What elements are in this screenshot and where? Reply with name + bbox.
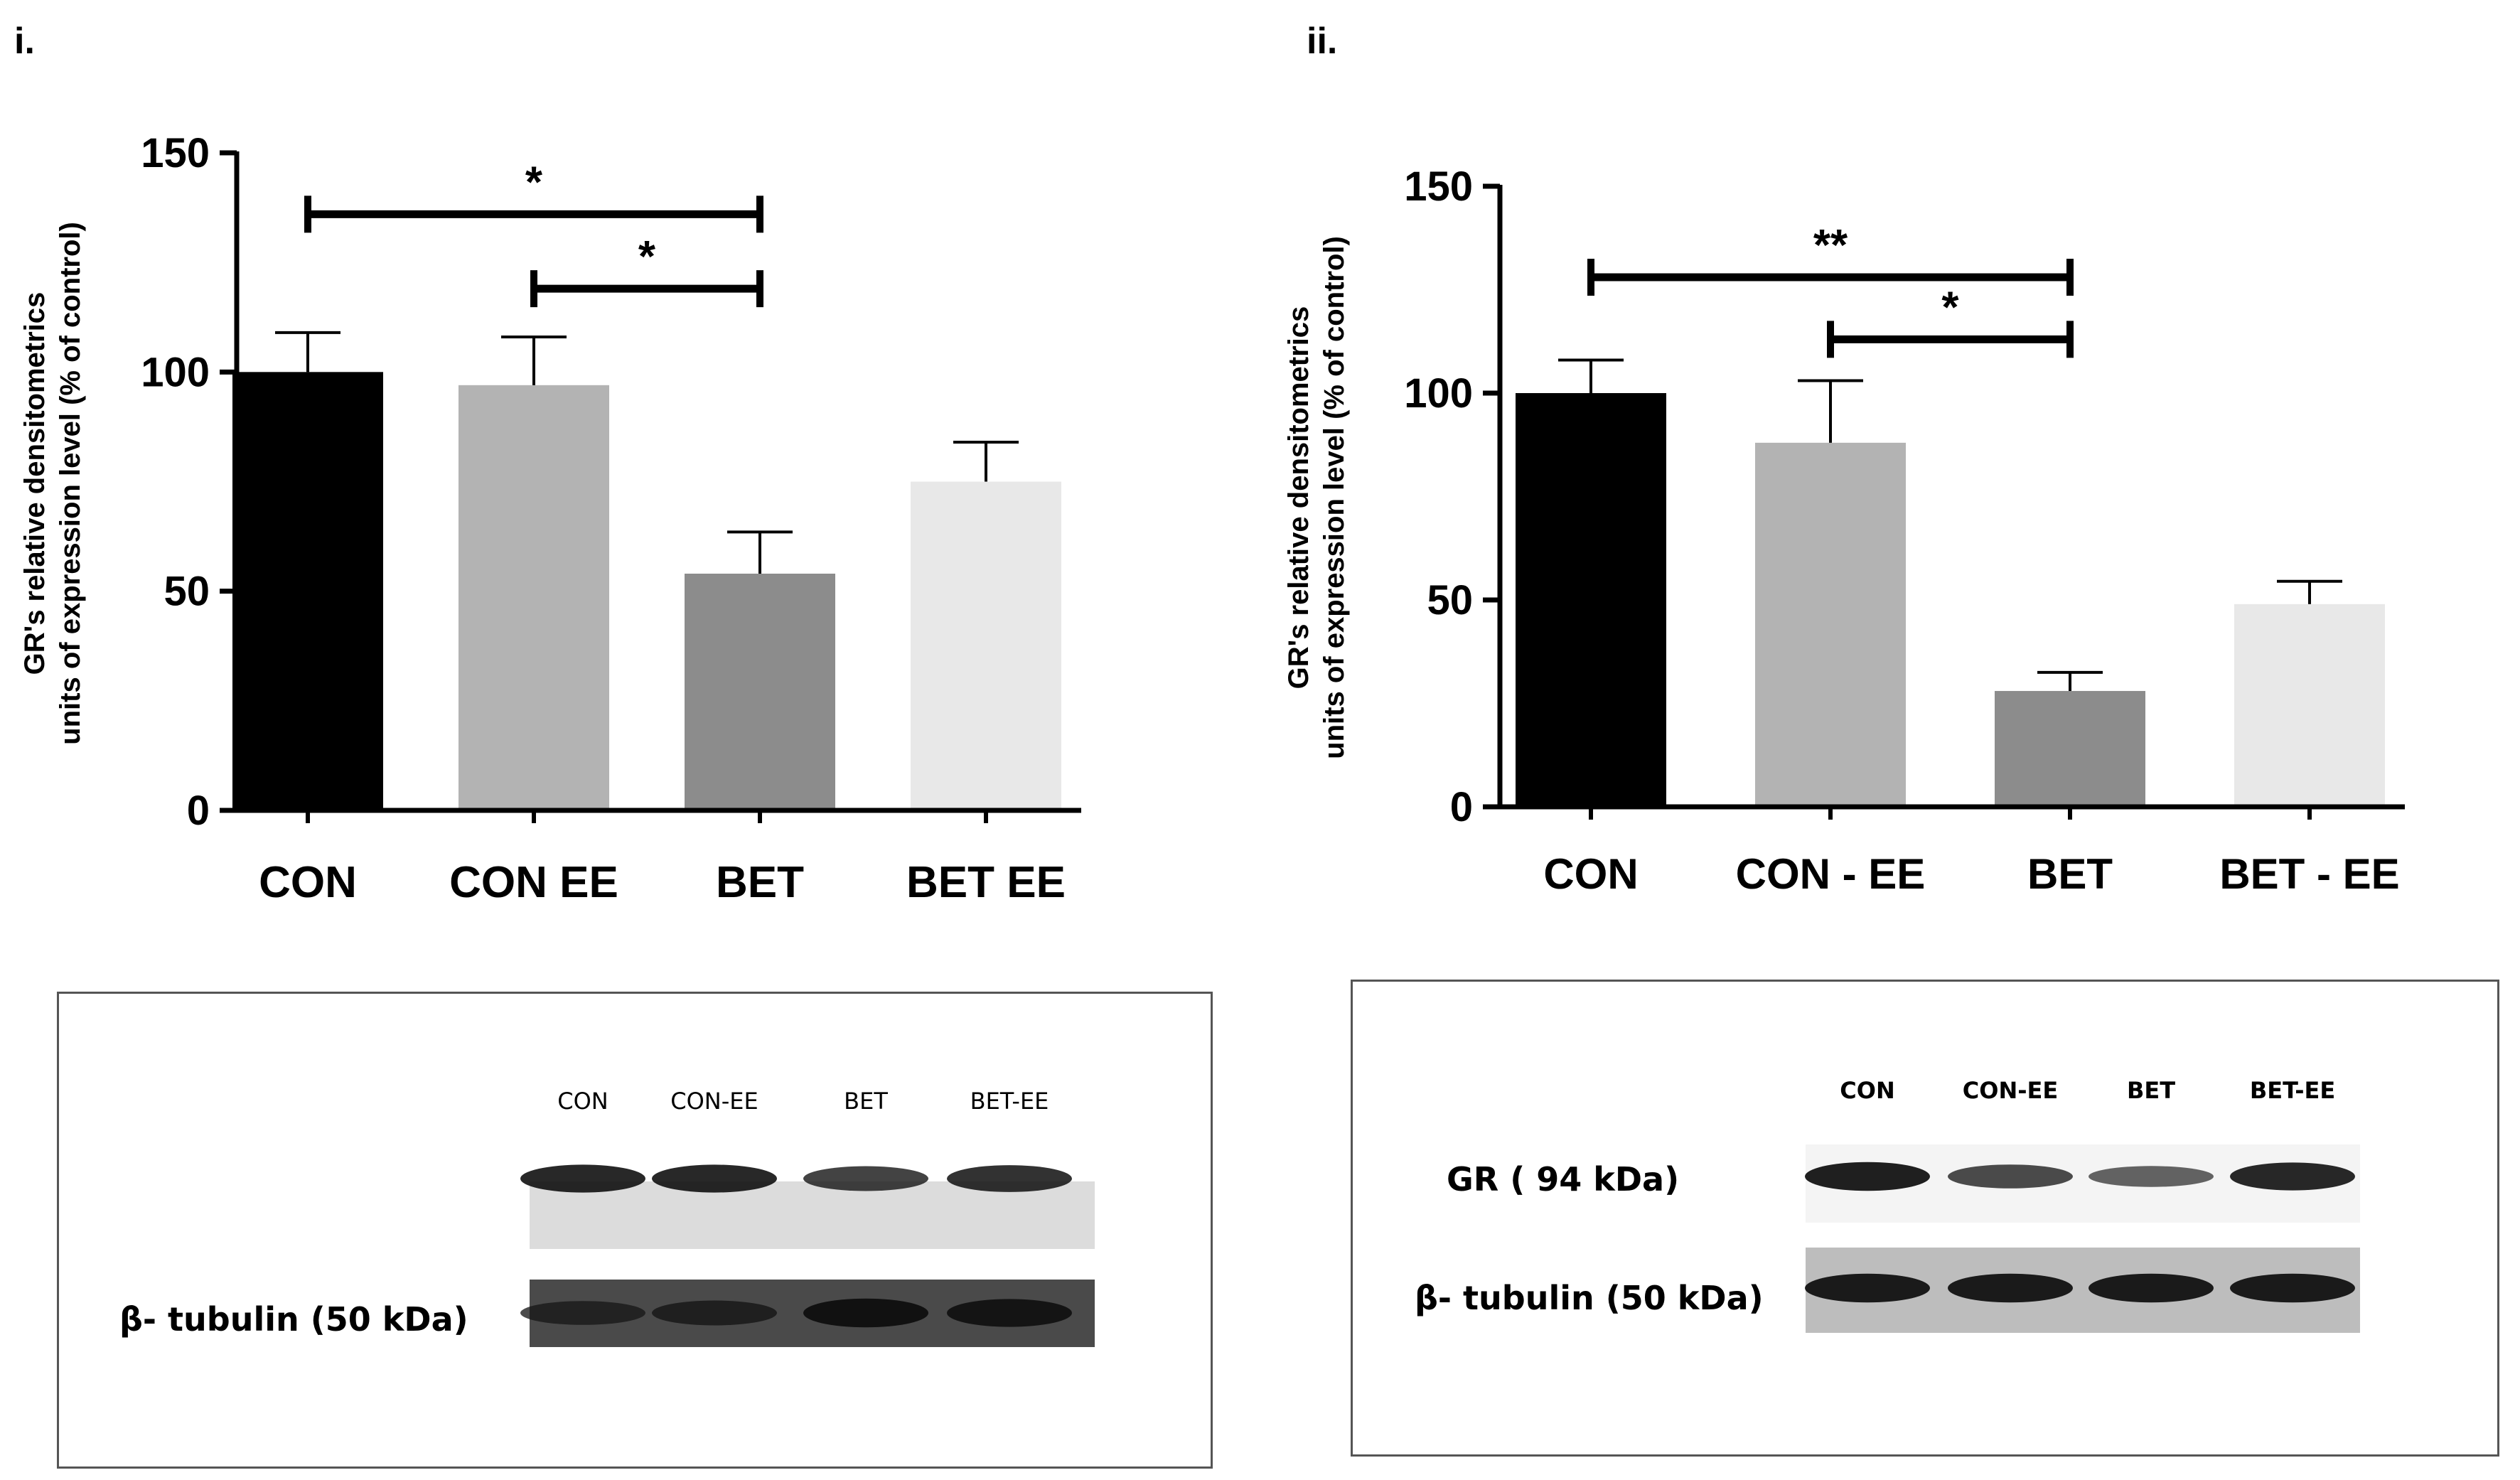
panel-label-ii: ii. [1307,21,1338,62]
bar-con-ee [1755,442,1906,807]
blot-band [947,1299,1072,1327]
blot-lane-label: BET-EE [970,1088,1049,1115]
significance-label: * [1941,283,1959,332]
blot-band [947,1165,1072,1192]
y-axis-label-line: units of expression level (% of control) [1319,236,1350,759]
blot-band [1805,1273,1930,1303]
bar-bet-ee [2234,604,2385,807]
blot-band [803,1298,928,1328]
bar-bet-ee [911,481,1061,810]
blot-lane-label: CON [1840,1077,1894,1104]
blot-lane-label: CON [557,1088,608,1115]
x-tick-label: BET [2027,850,2113,898]
blot-lane-label: CON-EE [1963,1077,2058,1104]
significance-label: * [525,158,543,207]
y-axis-label: GR's relative densitometrics units of exp… [1283,236,1350,759]
bar-bet [1995,691,2145,807]
x-tick-label: CON [259,858,357,907]
x-tick-label: CON EE [449,858,618,907]
y-tick-label: 50 [1427,577,1473,623]
blot-band [2089,1166,2214,1187]
significance-label: * [638,232,656,281]
western-blot-1: CON CON-EE BET BET-EE β- tubulin (50 kDa) [119,1088,1095,1347]
blot-band [520,1301,645,1325]
blot-band [652,1300,777,1326]
x-tick-label: CON - EE [1736,850,1926,898]
x-tick-label: CON [1543,850,1638,898]
y-tick-label: 0 [187,788,210,834]
bar-bet [685,574,835,810]
blot-row-label: β- tubulin (50 kDa) [119,1300,468,1339]
blot-band [1948,1164,2073,1189]
y-tick-label: 100 [1404,370,1473,417]
y-tick-label: 150 [1404,163,1473,210]
y-tick-label: 0 [1450,784,1473,830]
blot-band [2089,1273,2214,1303]
blot-band [1948,1273,2073,1303]
y-axis-label-line: GR's relative densitometrics [19,292,50,675]
y-tick-label: 150 [141,130,210,176]
bar-con [232,372,383,810]
y-axis-label-line: units of expression level (% of control) [55,222,86,745]
blot-band [2230,1273,2355,1303]
bar-chart-2: 0 50 100 150 CON CON - EE BET BET - EE GR's rela… [1283,163,2405,898]
y-tick-label: 50 [163,569,210,615]
x-tick-label: BET [716,858,804,907]
blot-lane-label: BET [2127,1077,2175,1104]
significance-label: ** [1813,221,1848,270]
x-tick-label: BET - EE [2219,850,2399,898]
x-tick-label: BET EE [906,858,1066,907]
western-blot-2: CON CON-EE BET BET-EE GR ( 94 kDa) β- tubulin… [1415,1077,2360,1333]
blot-band [520,1164,645,1193]
y-axis-label-line: GR's relative densitometrics [1283,306,1314,690]
blot-lane-label: BET-EE [2250,1077,2335,1104]
bar-con-ee [459,385,609,810]
bar-chart-1: 0 50 100 150 CON CON EE BET BET EE GR's relative… [19,130,1081,907]
blot-band [2230,1162,2355,1191]
blot-row-label: β- tubulin (50 kDa) [1415,1279,1764,1317]
blot-strip-background [530,1181,1095,1249]
y-tick-label: 100 [141,349,210,395]
panel-label-i: i. [14,21,35,62]
blot-band [652,1164,777,1193]
blot-row-label: GR ( 94 kDa) [1447,1160,1679,1199]
y-axis-label: GR's relative densitometrics units of exp… [19,222,86,745]
blot-lane-label: BET [844,1088,888,1115]
bar-con [1516,393,1666,807]
blot-band [1805,1162,1930,1191]
blot-band [803,1166,928,1191]
blot-lane-label: CON-EE [670,1088,758,1115]
